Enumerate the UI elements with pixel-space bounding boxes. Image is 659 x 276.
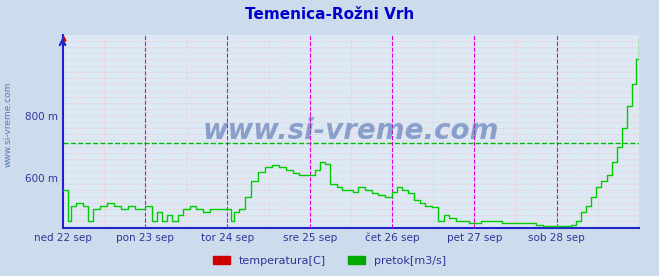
Legend: temperatura[C], pretok[m3/s]: temperatura[C], pretok[m3/s] xyxy=(209,251,450,270)
Text: www.si-vreme.com: www.si-vreme.com xyxy=(203,117,499,145)
Text: Temenica-Rožni Vrh: Temenica-Rožni Vrh xyxy=(245,7,414,22)
Text: www.si-vreme.com: www.si-vreme.com xyxy=(3,81,13,167)
